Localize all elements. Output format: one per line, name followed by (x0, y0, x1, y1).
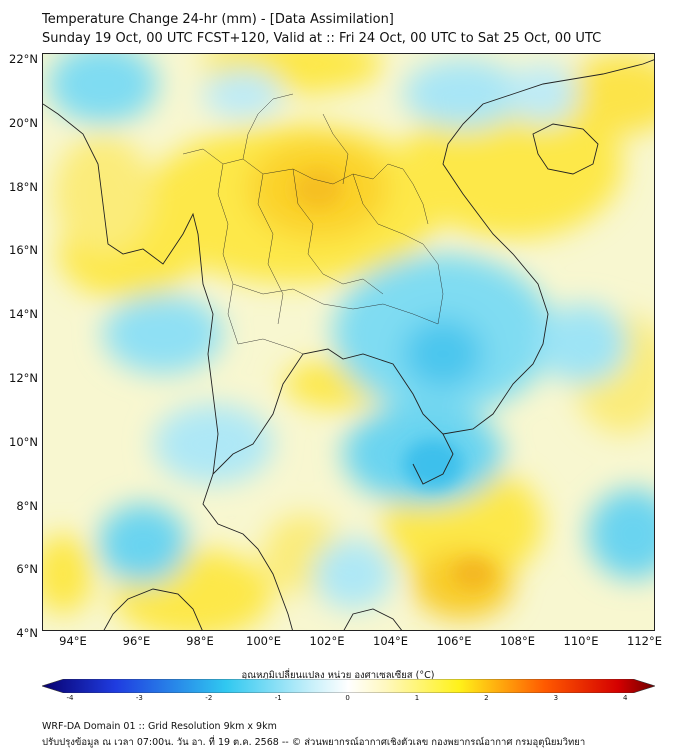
colorbar-tick-label: 1 (414, 694, 420, 702)
lat-tick-label: 12°N (9, 371, 38, 385)
colorbar-tick-label: 0 (345, 694, 350, 702)
lon-tick-label: 110°E (563, 634, 599, 648)
colorbar-tick-label: -4 (66, 694, 74, 702)
coastlines (43, 59, 654, 630)
colorbar-tick-label: -2 (205, 694, 213, 702)
lat-tick-label: 22°N (9, 52, 38, 66)
temperature-change-map (43, 54, 654, 630)
lon-tick-label: 102°E (309, 634, 345, 648)
lon-tick-label: 112°E (627, 634, 662, 648)
lat-tick-label: 10°N (9, 434, 38, 449)
lon-tick-label: 98°E (186, 634, 214, 648)
colorbar-title: อุณหภูมิเปลี่ยนแปลง หน่วย องศาเซลเซียส (… (241, 670, 435, 681)
colorbar-tick-label: 2 (484, 694, 489, 702)
colorbar-tick-label: 4 (622, 694, 628, 702)
colorbar-tick-label: 3 (553, 694, 559, 702)
colorbar-tick-label: -1 (274, 694, 282, 702)
footer-model-info: WRF-DA Domain 01 :: Grid Resolution 9km … (42, 721, 277, 732)
lat-tick-label: 4°N (16, 626, 38, 641)
temperature-field (43, 54, 654, 630)
map-title: Temperature Change 24-hr (mm) - [Data As… (42, 12, 394, 27)
colorbar-tick-label: -3 (135, 694, 143, 702)
lat-tick-label: 18°N (9, 179, 38, 194)
lon-tick-label: 100°E (246, 634, 281, 648)
lat-tick-label: 14°N (9, 307, 38, 322)
lon-tick-label: 108°E (500, 634, 535, 648)
lon-tick-label: 94°E (59, 634, 87, 648)
map-frame (42, 53, 655, 631)
map-subtitle: Sunday 19 Oct, 00 UTC FCST+120, Valid at… (42, 31, 602, 46)
lon-tick-label: 96°E (122, 634, 151, 648)
lat-tick-label: 6°N (16, 562, 38, 577)
admin-borders (182, 93, 444, 355)
colorbar (42, 679, 655, 693)
lon-tick-label: 106°E (436, 634, 472, 648)
lat-tick-label: 8°N (16, 498, 38, 513)
lon-tick-label: 104°E (373, 634, 408, 648)
lat-tick-label: 16°N (9, 243, 38, 258)
footer-credit: ปรับปรุงข้อมูล ณ เวลา 07:00น. วัน อา. ที… (42, 737, 586, 748)
lat-tick-label: 20°N (9, 115, 38, 130)
